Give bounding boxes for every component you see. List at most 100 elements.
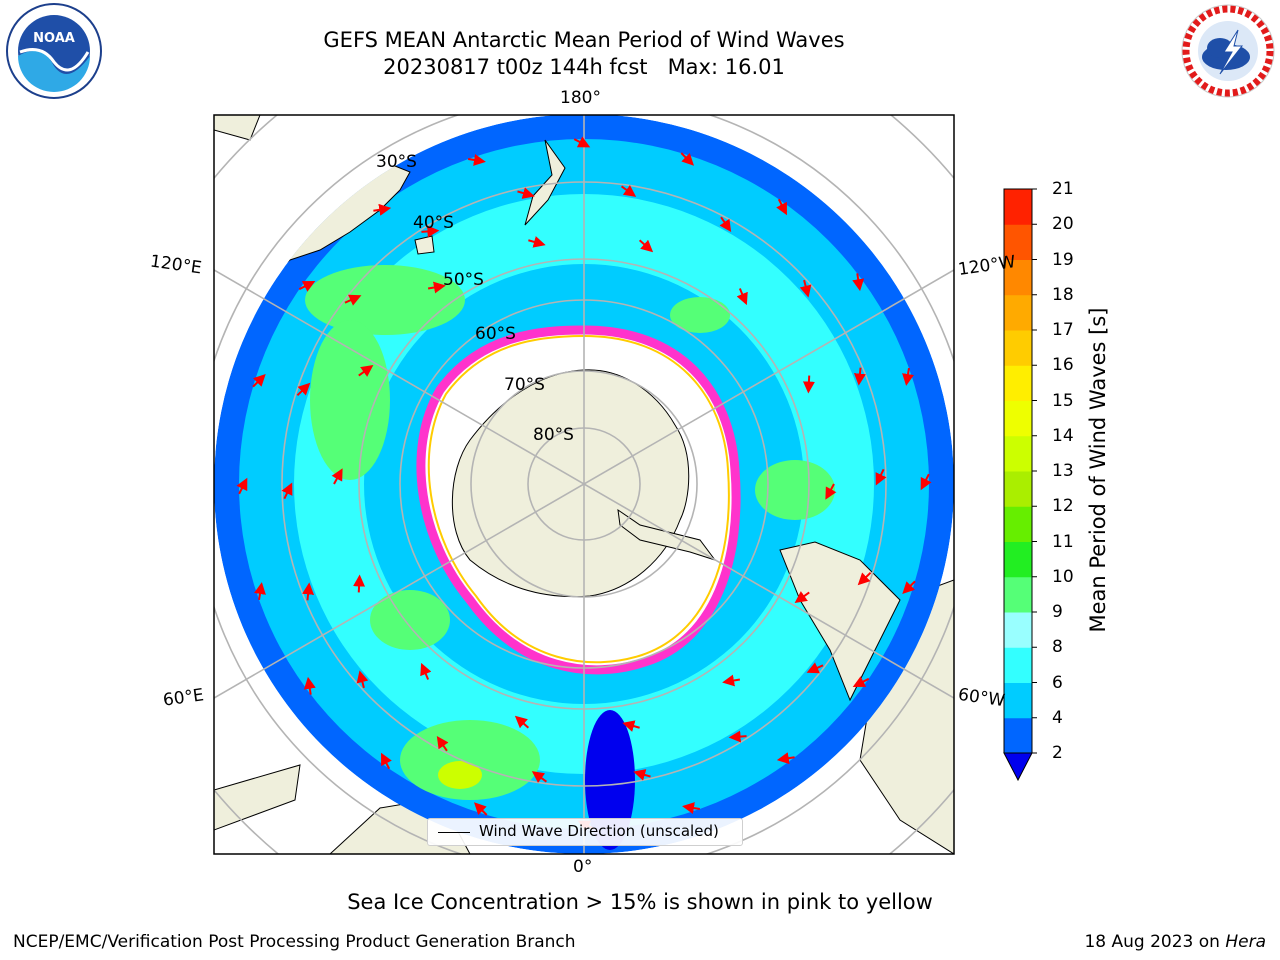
colorbar-swatch [1004, 224, 1032, 260]
wind-wave-arrow [303, 676, 316, 695]
label-40s: 40°S [413, 213, 454, 233]
colorbar-label: Mean Period of Wind Waves [s] [1086, 307, 1110, 633]
colorbar-tick-label: 12 [1052, 496, 1074, 517]
colorbar-swatch [1004, 365, 1032, 401]
label-80s: 80°S [533, 425, 574, 445]
period-patch [400, 720, 540, 800]
wind-wave-arrow [622, 720, 640, 732]
wind-wave-arrow [427, 281, 446, 294]
colorbar-tick-label: 4 [1052, 707, 1063, 728]
period-patch-low [585, 710, 635, 850]
label-30s: 30°S [376, 152, 417, 172]
wind-wave-arrow [514, 715, 530, 729]
wind-wave-arrow [421, 225, 440, 238]
footer-credit: NCEP/EMC/Verification Post Processing Pr… [13, 932, 576, 952]
colorbar-swatch [1004, 612, 1032, 648]
wind-wave-arrow [722, 674, 741, 687]
wind-wave-arrow [806, 662, 824, 674]
period-patch-max [438, 761, 482, 789]
wind-wave-arrow [528, 236, 546, 248]
label-0: 0° [573, 857, 593, 877]
wind-wave-arrow [517, 187, 535, 199]
wind-wave-arrow [302, 582, 315, 601]
wind-wave-arrow [825, 483, 837, 500]
footer-host: Hera [1225, 932, 1266, 952]
colorbar-swatch [1004, 506, 1032, 542]
wind-wave-arrow [281, 482, 293, 500]
wind-wave-arrow [902, 367, 914, 386]
graticule [214, 115, 954, 854]
colorbar-tick-label: 19 [1052, 249, 1074, 270]
colorbar-swatch [1004, 682, 1032, 719]
wind-wave-arrow [633, 769, 651, 781]
wind-wave-arrow [254, 582, 266, 601]
colorbar-tick-label: 15 [1052, 390, 1074, 411]
nws-logo [1181, 4, 1275, 98]
noaa-logo: NOAA [6, 3, 102, 99]
wind-wave-arrow [682, 802, 701, 814]
period-patch [670, 297, 730, 333]
wind-wave-arrow [381, 752, 392, 770]
colorbar-tick-label: 17 [1052, 320, 1074, 340]
wind-wave-arrow [436, 735, 449, 752]
wind-wave-arrow [474, 802, 488, 816]
period-patch [755, 460, 835, 520]
wind-wave-arrows [236, 136, 932, 832]
footer-date-text: 18 Aug 2023 on [1084, 932, 1220, 952]
legend-line-swatch [438, 832, 470, 833]
wind-wave-arrow [373, 203, 392, 216]
wind-wave-arrow [236, 477, 248, 495]
land-antarctic-peninsula [617, 508, 717, 561]
wind-wave-arrow [799, 279, 812, 298]
wind-wave-arrow [344, 294, 362, 306]
colorbar [1004, 189, 1032, 754]
wind-wave-arrow [852, 273, 865, 292]
period-patch [370, 590, 450, 650]
colorbar-swatch [1004, 330, 1032, 366]
colorbar-swatch [1004, 541, 1032, 578]
wind-wave-arrow [620, 185, 637, 197]
colorbar-tick-label: 13 [1052, 461, 1074, 481]
colorbar-tick-label: 10 [1052, 566, 1074, 587]
wind-wave-arrow [719, 216, 732, 233]
wind-wave-arrow [573, 136, 591, 148]
colorbar-swatch [1004, 576, 1032, 613]
colorbar-swatch [1004, 717, 1032, 754]
wind-wave-arrow [298, 281, 316, 292]
label-50s: 50°S [443, 270, 484, 290]
colorbar-swatch [1004, 189, 1032, 225]
legend-label: Wind Wave Direction (unscaled) [479, 822, 719, 840]
wind-wave-arrow [776, 198, 787, 216]
wind-wave-arrow [857, 571, 872, 586]
colorbar-tick-label: 14 [1052, 425, 1074, 446]
wind-wave-arrow [794, 591, 810, 603]
colorbar-swatch [1004, 294, 1032, 331]
colorbar-swatch [1004, 400, 1032, 437]
land-antarctica [451, 369, 690, 598]
wind-wave-arrow [358, 365, 374, 377]
wind-wave-arrow [852, 676, 870, 687]
period-patch [305, 265, 465, 335]
colorbar-swatch [1004, 435, 1032, 472]
sea-ice-note: Sea Ice Concentration > 15% is shown in … [347, 890, 933, 914]
label-180: 180° [560, 88, 601, 108]
wind-wave-arrow [638, 239, 654, 253]
colorbar-swatch [1004, 647, 1032, 683]
chart-title: GEFS MEAN Antarctic Mean Period of Wind … [323, 28, 845, 52]
wind-wave-arrow [252, 374, 266, 388]
land-tasmania [414, 235, 435, 255]
colorbar-swatch [1004, 471, 1032, 507]
map-legend: Wind Wave Direction (unscaled) [427, 818, 743, 846]
colorbar-swatch [1004, 259, 1032, 296]
colorbar-tick-label: 6 [1052, 672, 1063, 693]
period-patch [310, 320, 390, 480]
wind-wave-arrow [875, 468, 887, 486]
footer-date: 18 Aug 2023 on Hera [1084, 932, 1266, 952]
wind-wave-arrow [296, 382, 311, 397]
wind-wave-arrow [420, 662, 432, 680]
wind-wave-arrow [776, 752, 795, 765]
colorbar-tickmarks [1032, 188, 1037, 754]
label-70s: 70°S [504, 375, 545, 395]
colorbar-under-triangle [1003, 752, 1033, 782]
